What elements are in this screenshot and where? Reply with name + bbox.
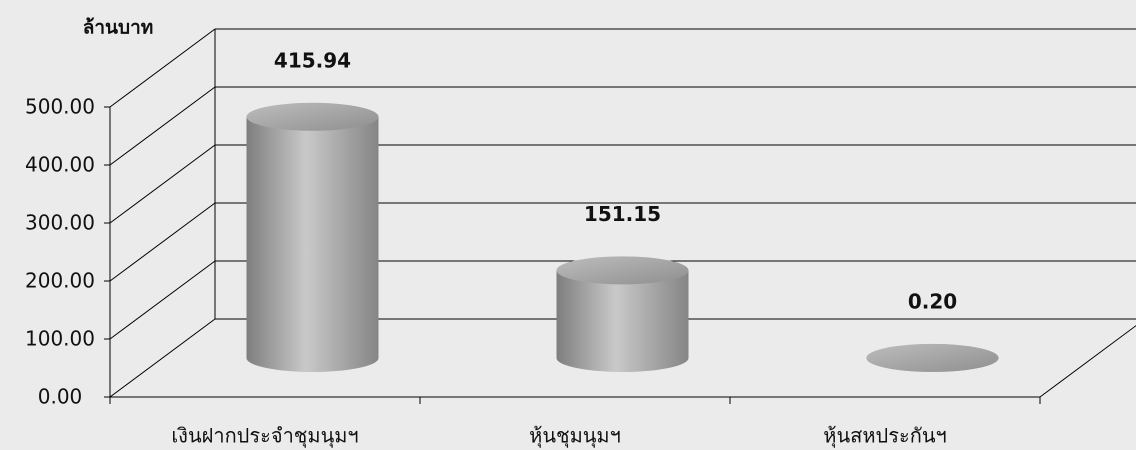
cylinder-top	[556, 256, 689, 285]
cylinder-body	[556, 270, 689, 358]
y-tick-label: 100.00	[25, 327, 95, 351]
depth-line	[109, 144, 216, 224]
cylinder-top	[246, 102, 379, 131]
x-tick-label: หุ้นสหประกันฯ	[823, 424, 946, 449]
depth-line	[109, 86, 216, 166]
y-tick-label: 400.00	[25, 153, 95, 177]
data-label: 0.20	[908, 289, 957, 313]
depth-line	[109, 260, 216, 340]
x-tick-label: หุ้นชุมนุมฯ	[529, 424, 621, 449]
depth-line	[109, 202, 216, 282]
depth-line	[109, 28, 216, 108]
data-label: 151.15	[584, 202, 661, 226]
y-axis-label: ล้านบาท	[83, 17, 154, 39]
cylinder-top	[866, 343, 999, 372]
depth-line	[109, 318, 216, 398]
cylinder-body	[246, 116, 379, 359]
floor-side	[1039, 325, 1136, 398]
x-tick-label: เงินฝากประจำชุมนุมฯ	[171, 424, 358, 449]
y-tick-label: 200.00	[25, 269, 95, 293]
y-tick-label: 300.00	[25, 211, 95, 235]
y-tick-label: 0.00	[38, 385, 83, 409]
data-label: 415.94	[274, 48, 351, 72]
y-tick-label: 500.00	[25, 95, 95, 119]
